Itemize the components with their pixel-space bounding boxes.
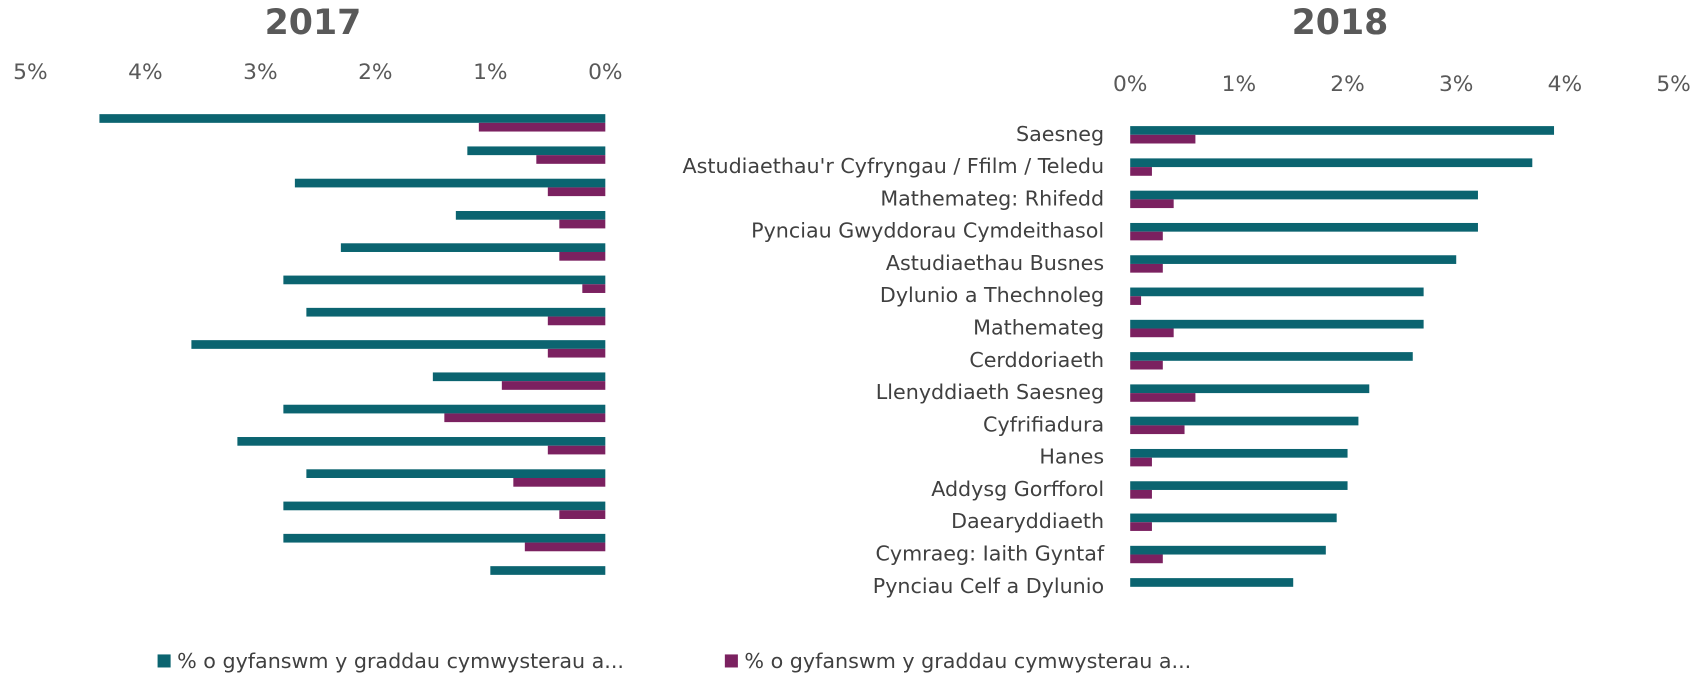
x-tick-label: 2% — [1330, 72, 1364, 97]
bar — [283, 533, 606, 543]
category-label: Astudiaethau'r Cyfryngau / Ffilm / Teled… — [683, 154, 1105, 178]
bar — [547, 445, 606, 455]
bar — [432, 372, 606, 382]
x-tick-label: 3% — [1439, 72, 1473, 97]
bar — [1130, 255, 1457, 264]
x-tick-label: 0% — [588, 60, 622, 85]
category-label: Daearyddiaeth — [951, 509, 1104, 533]
legend-label: % o gyfanswm y graddau cymwysterau a... — [177, 649, 624, 673]
bar — [1130, 360, 1163, 370]
bar — [513, 477, 606, 487]
bar — [1130, 522, 1152, 531]
bar — [191, 340, 606, 349]
bar — [1130, 158, 1533, 168]
bar — [582, 284, 606, 293]
bar — [559, 251, 606, 261]
legend-swatch — [724, 654, 738, 668]
bar — [467, 146, 606, 156]
category-label: Addysg Gorfforol — [931, 477, 1104, 501]
bar — [1130, 190, 1478, 200]
x-tick-label: 0% — [1113, 72, 1147, 97]
bar — [306, 469, 606, 478]
bar — [1130, 393, 1196, 402]
x-tick-label: 4% — [1548, 72, 1582, 97]
category-label: Pynciau Celf a Dylunio — [873, 574, 1104, 598]
category-label: Saesneg — [1016, 122, 1104, 146]
category-label: Pynciau Gwyddorau Cymdeithasol — [751, 219, 1104, 243]
x-tick-label: 5% — [1656, 72, 1690, 97]
bar — [1130, 231, 1163, 241]
legend-label: % o gyfanswm y graddau cymwysterau a... — [744, 649, 1191, 673]
category-label: Dylunio a Thechnoleg — [880, 283, 1104, 307]
x-tick-label: 1% — [473, 60, 507, 85]
bar — [1130, 222, 1478, 232]
bar — [1130, 416, 1359, 426]
chart-title: 2018 — [1292, 3, 1389, 43]
bar — [501, 381, 606, 390]
bar — [1130, 457, 1152, 467]
category-label: Mathemateg — [973, 316, 1104, 340]
bar — [478, 122, 606, 132]
bar — [283, 501, 606, 511]
bar — [1130, 554, 1163, 564]
x-tick-label: 5% — [13, 60, 47, 85]
x-tick-label: 2% — [358, 60, 392, 85]
bar — [547, 316, 606, 326]
bar — [1130, 263, 1163, 273]
bar — [559, 219, 606, 229]
bar — [559, 510, 606, 519]
bar — [1130, 328, 1174, 338]
bar — [1130, 296, 1142, 305]
bar — [306, 307, 606, 317]
bar — [1130, 481, 1348, 490]
bar — [547, 187, 606, 197]
bar — [1130, 425, 1185, 435]
legend-swatch — [157, 654, 171, 668]
bar — [1130, 578, 1294, 587]
bar — [1130, 167, 1152, 176]
bar — [1130, 287, 1424, 297]
x-tick-label: 3% — [243, 60, 277, 85]
bar — [283, 404, 606, 414]
bar — [237, 437, 606, 446]
category-label: Astudiaethau Busnes — [886, 251, 1104, 275]
bar — [444, 413, 606, 423]
bar — [294, 178, 606, 188]
category-label: Cerddoriaeth — [969, 348, 1104, 372]
bar — [340, 243, 606, 252]
category-label: Cyfrifiadura — [983, 412, 1104, 436]
bar — [455, 211, 606, 220]
category-label: Mathemateg: Rhifedd — [880, 186, 1104, 210]
bar — [99, 114, 606, 123]
bar — [1130, 489, 1152, 499]
x-tick-label: 1% — [1222, 72, 1256, 97]
bar — [547, 348, 606, 358]
bar — [1130, 545, 1326, 555]
category-label: Hanes — [1039, 445, 1104, 469]
bar — [1130, 448, 1348, 458]
bar — [1130, 513, 1337, 523]
bar — [1130, 352, 1413, 361]
bar — [536, 155, 606, 164]
chart-title: 2017 — [265, 3, 362, 43]
bar — [490, 566, 606, 575]
bar — [1130, 134, 1196, 144]
bar — [1130, 126, 1555, 135]
category-label: Cymraeg: Iaith Gyntaf — [875, 542, 1104, 566]
bar — [524, 542, 606, 552]
bar — [283, 275, 606, 285]
bar — [1130, 384, 1370, 394]
bar — [1130, 319, 1424, 329]
x-tick-label: 4% — [128, 60, 162, 85]
bar — [1130, 199, 1174, 209]
category-label: Llenyddiaeth Saesneg — [876, 380, 1104, 404]
